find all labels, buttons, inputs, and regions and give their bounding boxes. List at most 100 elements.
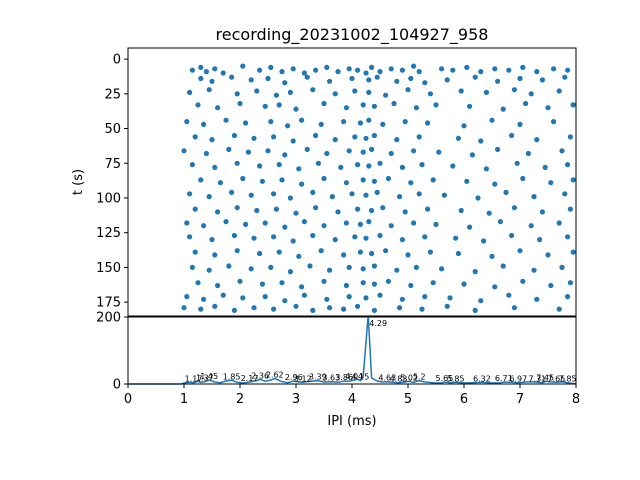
raster-point bbox=[338, 164, 344, 170]
ipi-peak-label: 4.83 bbox=[390, 375, 408, 384]
raster-point bbox=[567, 280, 574, 286]
raster-point bbox=[492, 66, 498, 72]
raster-point bbox=[276, 102, 282, 108]
raster-point bbox=[279, 280, 285, 286]
raster-point bbox=[416, 191, 422, 197]
ipi-peak-label: 5.65 bbox=[435, 374, 453, 383]
raster-point bbox=[343, 180, 349, 186]
raster-point bbox=[332, 237, 338, 243]
ipi-x-tick-label: 5 bbox=[404, 392, 412, 407]
raster-point bbox=[192, 206, 198, 212]
ipi-x-tick-label: 6 bbox=[460, 392, 468, 407]
raster-point bbox=[450, 67, 456, 73]
raster-point bbox=[231, 307, 237, 313]
raster-point bbox=[545, 252, 551, 258]
ipi-peak-label: 3.63 bbox=[322, 374, 340, 383]
raster-point bbox=[332, 137, 338, 143]
raster-point bbox=[282, 152, 288, 158]
raster-point bbox=[299, 181, 305, 187]
raster-point bbox=[495, 78, 501, 84]
raster-point bbox=[402, 209, 408, 215]
raster-point bbox=[520, 64, 526, 70]
ipi-histogram-line bbox=[128, 314, 577, 385]
raster-title: recording_20231002_104927_958 bbox=[216, 25, 489, 45]
ipi-peak-label: 2.96 bbox=[285, 373, 303, 382]
raster-point bbox=[324, 296, 330, 302]
raster-point bbox=[486, 210, 492, 216]
raster-point bbox=[458, 88, 464, 94]
raster-point bbox=[383, 92, 389, 98]
raster-point bbox=[380, 205, 386, 211]
ipi-y-ticks: 0 200 bbox=[96, 311, 128, 393]
raster-point bbox=[234, 248, 240, 254]
raster-point bbox=[413, 105, 419, 111]
raster-point bbox=[369, 207, 375, 214]
raster-point bbox=[290, 138, 296, 144]
raster-point bbox=[187, 234, 193, 240]
raster-point bbox=[436, 149, 442, 155]
raster-point bbox=[198, 75, 204, 82]
raster-point bbox=[413, 264, 419, 270]
raster-point bbox=[265, 75, 271, 82]
raster-point bbox=[357, 221, 363, 227]
raster-point bbox=[220, 292, 226, 298]
raster-point bbox=[430, 280, 436, 286]
ipi-peak-label: 6.71 bbox=[495, 374, 513, 383]
raster-point bbox=[416, 69, 422, 75]
raster-frame bbox=[127, 47, 577, 317]
raster-point bbox=[399, 67, 405, 73]
raster-point bbox=[537, 237, 543, 243]
raster-point bbox=[285, 123, 291, 129]
raster-point bbox=[489, 253, 495, 259]
raster-point bbox=[559, 148, 565, 154]
ipi-peak-label: 1.37 bbox=[196, 374, 214, 383]
raster-point bbox=[262, 220, 268, 226]
raster-point bbox=[321, 100, 327, 107]
raster-point bbox=[313, 132, 319, 139]
raster-point bbox=[369, 64, 375, 70]
raster-point bbox=[483, 166, 489, 172]
ipi-x-tick-label: 0 bbox=[124, 392, 132, 407]
raster-point bbox=[198, 306, 204, 312]
raster-point bbox=[206, 267, 212, 273]
raster-point bbox=[215, 282, 221, 289]
raster-point bbox=[287, 269, 293, 275]
raster-point bbox=[237, 100, 243, 107]
raster-point bbox=[455, 250, 461, 257]
raster-point bbox=[293, 106, 299, 112]
raster-point bbox=[528, 91, 534, 97]
raster-point bbox=[262, 103, 268, 109]
raster-point bbox=[271, 306, 277, 312]
raster-point bbox=[397, 194, 403, 200]
raster-plot: 0 25 50 75 100 125 150 175 t (s) bbox=[71, 47, 577, 317]
ipi-peak-label: 2.17 bbox=[241, 374, 259, 383]
raster-point bbox=[352, 234, 358, 240]
raster-point bbox=[184, 119, 190, 125]
raster-point bbox=[268, 264, 274, 270]
ipi-peak-label: 1.45 bbox=[200, 372, 218, 381]
raster-point bbox=[259, 178, 265, 184]
raster-point bbox=[237, 278, 243, 284]
raster-point bbox=[394, 137, 400, 143]
raster-point bbox=[189, 67, 195, 73]
raster-point bbox=[363, 295, 369, 301]
raster-point bbox=[363, 192, 369, 198]
raster-point bbox=[481, 238, 487, 244]
raster-y-label: t (s) bbox=[71, 169, 86, 195]
raster-point bbox=[374, 74, 380, 80]
raster-point bbox=[321, 278, 327, 284]
raster-point bbox=[265, 148, 271, 154]
raster-point bbox=[439, 66, 445, 72]
raster-point bbox=[525, 150, 532, 157]
raster-point bbox=[268, 64, 274, 70]
raster-point bbox=[528, 223, 534, 229]
raster-y-tick-label: 100 bbox=[96, 191, 121, 206]
raster-point bbox=[343, 282, 349, 289]
raster-point bbox=[380, 121, 386, 127]
raster-point bbox=[357, 120, 363, 126]
raster-point bbox=[556, 306, 562, 312]
raster-point bbox=[318, 121, 324, 127]
raster-point bbox=[234, 91, 240, 97]
raster-point bbox=[461, 123, 467, 129]
